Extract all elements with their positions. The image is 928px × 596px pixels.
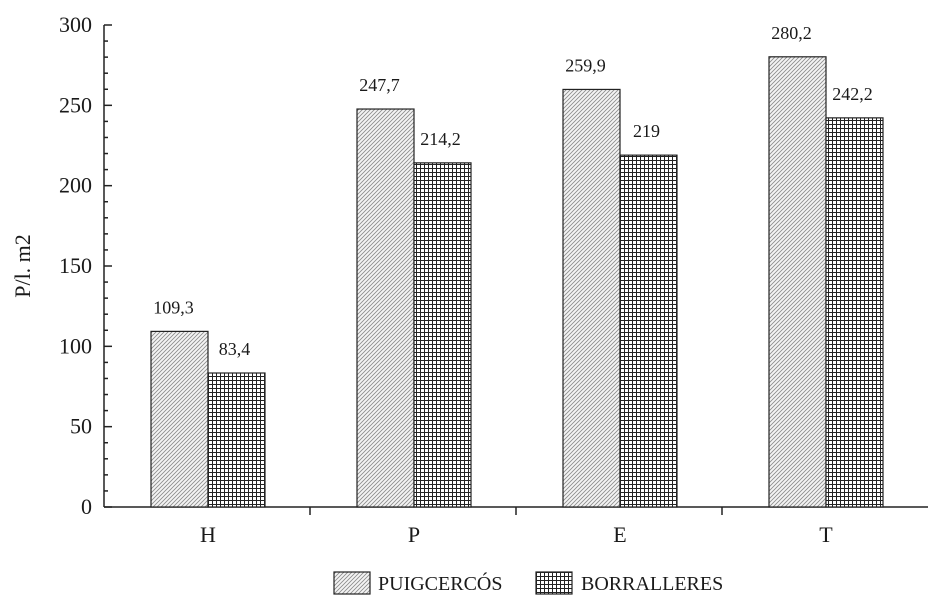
bar-borralleres-h — [207, 372, 266, 508]
data-label: 83,4 — [219, 339, 251, 359]
bar-puigcercos-p — [356, 108, 415, 508]
bar-puigcercos-t — [768, 56, 827, 508]
data-label: 247,7 — [359, 75, 400, 95]
bar-borralleres-t — [825, 117, 884, 508]
x-category-label: H — [200, 522, 216, 547]
legend-label-borralleres: BORRALLERES — [581, 573, 723, 595]
plot-area: 0 50 100 150 200 250 300 109,3 83,4 H 247,7 214,2 P 2… — [59, 12, 928, 547]
data-label: 109,3 — [153, 297, 194, 317]
legend: PUIGCERCÓS BORRALLERES — [333, 571, 723, 595]
data-label: 259,9 — [565, 55, 606, 75]
data-label: 214,2 — [420, 129, 461, 149]
legend-swatch-puigcercos — [333, 571, 371, 595]
legend-swatch-borralleres — [535, 571, 573, 595]
y-tick-label: 150 — [59, 253, 92, 278]
y-tick-label: 200 — [59, 173, 92, 198]
bar-puigcercos-h — [150, 330, 209, 508]
y-tick-label: 250 — [59, 92, 92, 117]
y-tick-label: 100 — [59, 333, 92, 358]
y-tick-label: 50 — [70, 414, 92, 439]
data-label: 280,2 — [771, 23, 812, 43]
x-category-label: P — [408, 522, 420, 547]
data-label: 219 — [633, 121, 660, 141]
legend-label-puigcercos: PUIGCERCÓS — [378, 571, 502, 595]
y-tick-label: 300 — [59, 12, 92, 37]
bar-borralleres-e — [619, 154, 678, 508]
x-category-label: T — [819, 522, 833, 547]
y-tick-label: 0 — [81, 494, 92, 519]
bar-borralleres-p — [413, 162, 472, 508]
data-label: 242,2 — [832, 84, 873, 104]
x-category-label: E — [613, 522, 626, 547]
y-axis-title: P/l. m2 — [10, 234, 35, 298]
bar-puigcercos-e — [562, 88, 621, 508]
